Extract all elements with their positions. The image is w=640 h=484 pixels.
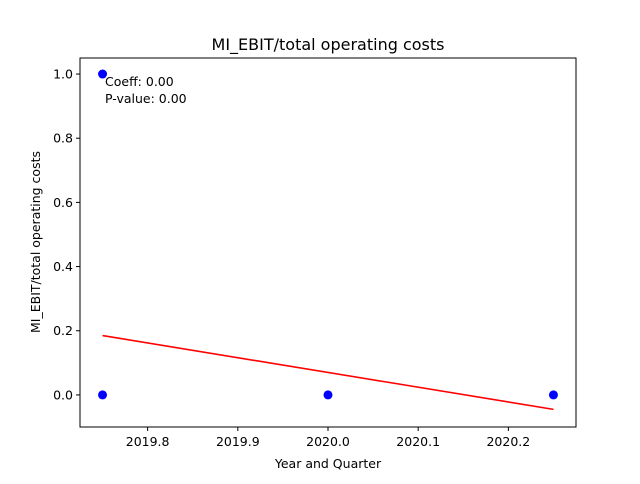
x-tick-label: 2020.1	[396, 434, 440, 449]
x-tick-label: 2019.9	[216, 434, 260, 449]
scatter-point	[548, 390, 558, 400]
y-tick-label: 1.0	[53, 67, 73, 82]
regression-line	[102, 334, 554, 411]
y-tick-label: 0.8	[53, 131, 73, 146]
y-tick-label: 0.6	[53, 195, 73, 210]
annotation-coeff: Coeff: 0.00	[105, 74, 174, 89]
y-tick-label: 0.2	[53, 323, 73, 338]
y-tick-label: 0.0	[53, 387, 73, 402]
x-tick-label: 2020.2	[486, 434, 530, 449]
scatter-point	[323, 390, 333, 400]
x-axis-label: Year and Quarter	[274, 456, 382, 471]
scatter-point	[98, 390, 108, 400]
chart-title: MI_EBIT/total operating costs	[212, 35, 445, 55]
scatter-point	[98, 69, 108, 79]
y-tick-label: 0.4	[53, 259, 73, 274]
x-tick-label: 2019.8	[126, 434, 170, 449]
plot-frame	[79, 57, 577, 428]
annotation-p-value: P-value: 0.00	[105, 91, 187, 106]
marks-layer	[98, 69, 558, 411]
ticks-layer: 2019.8 2019.9 2020.0 2020.1 2020.2 0.0 0.2 0.4 0…	[53, 67, 530, 449]
y-axis-label: MI_EBIT/total operating costs	[28, 151, 43, 333]
x-tick-label: 2020.0	[306, 434, 350, 449]
